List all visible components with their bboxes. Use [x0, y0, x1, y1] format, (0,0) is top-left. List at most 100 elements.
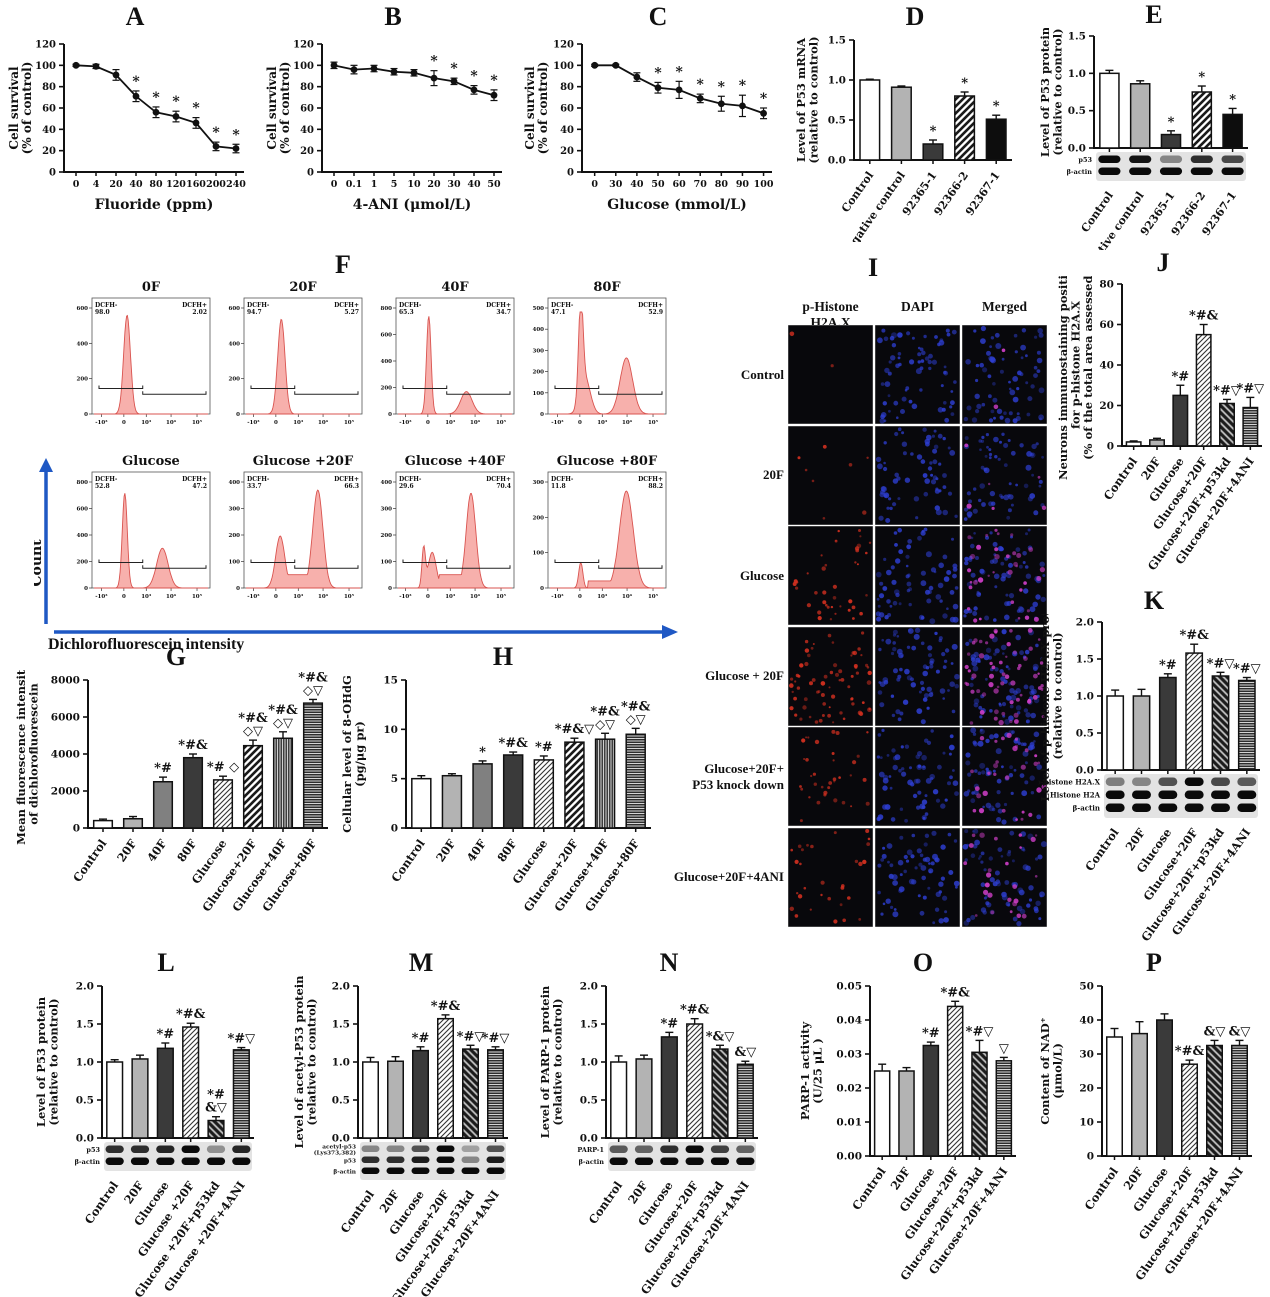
micro-row-label: Glucose	[739, 567, 784, 583]
svg-text:DCFH+: DCFH+	[334, 476, 359, 483]
svg-text:DCFH+: DCFH+	[638, 476, 663, 483]
svg-text:90: 90	[736, 179, 750, 190]
svg-text:Control: Control	[1082, 1164, 1122, 1212]
svg-text:120: 120	[293, 40, 314, 51]
svg-text:10⁵: 10⁵	[648, 593, 659, 600]
micro-row-label: Glucose+20F+ P53 knock down	[692, 760, 784, 792]
svg-text:60: 60	[672, 179, 686, 190]
svg-text:6000: 6000	[51, 712, 80, 724]
svg-text:10⁴: 10⁴	[470, 419, 481, 426]
svg-text:-10³: -10³	[247, 593, 260, 600]
svg-text:2.0: 2.0	[1076, 617, 1094, 629]
svg-text:2.0: 2.0	[580, 981, 598, 993]
svg-text:*: *	[718, 79, 726, 95]
svg-text:*: *	[172, 94, 180, 110]
svg-text:1: 1	[371, 179, 378, 190]
svg-text:100: 100	[293, 61, 314, 72]
panel-d-chart: 0.0 0.5 1.0 1.5 Level of P53 mRNA(relative t…	[794, 35, 1012, 242]
svg-text:(% of control): (% of control)	[20, 62, 34, 155]
svg-text:0: 0	[1107, 441, 1114, 453]
svg-text:*: *	[479, 745, 486, 760]
svg-text:0: 0	[540, 412, 544, 418]
svg-text:DCFH-: DCFH-	[551, 476, 574, 483]
svg-text:40: 40	[300, 125, 314, 136]
svg-text:400: 400	[229, 480, 241, 486]
svg-text:80: 80	[300, 82, 314, 93]
svg-text:5: 5	[391, 179, 398, 190]
svg-text:1.5: 1.5	[1068, 31, 1086, 43]
svg-text:-10³: -10³	[399, 419, 412, 426]
svg-text:120: 120	[553, 40, 574, 51]
svg-text:200: 200	[381, 533, 393, 539]
svg-text:0: 0	[540, 586, 544, 592]
svg-text:100: 100	[229, 560, 241, 566]
svg-text:80: 80	[149, 179, 163, 190]
svg-text:-10³: -10³	[247, 419, 260, 426]
svg-text:DCFH+: DCFH+	[182, 302, 207, 309]
flow-plot-glucose-20f: Glucose +20F 0 100 200 300 400 -10³ 0 10³ 10⁴ 10⁵ D…	[229, 454, 363, 600]
svg-text:0.5: 0.5	[332, 1095, 350, 1107]
svg-text:60: 60	[300, 104, 314, 115]
svg-text:10³: 10³	[293, 593, 304, 600]
panel-i-microscopy: I p-Histone H2A.X DAPI Merged Control 20F Gl…	[674, 253, 1058, 938]
panel-d: D 0.0 0.5 1.0 1.5 Level of P53 mRNA (relative…	[794, 2, 1036, 242]
svg-text:*: *	[470, 69, 478, 85]
panel-m: M 0.0 0.5 1.0 1.5 2.0 Level of acetyl-P53 pro…	[292, 948, 550, 1297]
panel-n: N 0.0 0.5 1.0 1.5 2.0 Level of PARP-1 protein…	[538, 948, 800, 1297]
svg-text:(relative to control): (relative to control)	[807, 36, 821, 163]
svg-text:(U/25 μL ): (U/25 μL )	[811, 1038, 825, 1104]
svg-text:*#&: *#&	[680, 1003, 710, 1018]
svg-text:*#▽: *#▽	[227, 1032, 255, 1047]
panel-o-chart: 0.00 0.01 0.02 0.03 0.04 0.05 PARP-1 activity(…	[798, 981, 1016, 1283]
svg-text:0: 0	[84, 586, 88, 592]
flow-plot-20f: 20F 0 200 400 600 -10³ 0 10³ 10⁴ 10⁵ DCFH-94.7 DCFH…	[229, 280, 363, 426]
svg-text:Level of p-histone H2A.X prote: Level of p-histone H2A.X protein	[1038, 614, 1052, 801]
svg-text:◇▽: ◇▽	[595, 717, 615, 732]
svg-text:0.02: 0.02	[836, 1083, 862, 1095]
svg-text:◇▽: ◇▽	[243, 724, 263, 739]
svg-text:Control: Control	[82, 1178, 122, 1226]
svg-text:34.7: 34.7	[496, 309, 511, 316]
svg-text:2.0: 2.0	[332, 981, 350, 993]
svg-text:1.0: 1.0	[332, 1057, 350, 1069]
svg-text:40F: 40F	[464, 836, 490, 865]
svg-text:0: 0	[122, 420, 126, 426]
panel-h: H 0 5 10 15 Cellular level of 8-OHdG (pg/μg p…	[340, 642, 666, 930]
svg-text:10⁴: 10⁴	[470, 593, 481, 600]
svg-text:5.27: 5.27	[344, 309, 359, 316]
svg-text:0: 0	[391, 823, 398, 835]
svg-text:94.7: 94.7	[247, 309, 262, 316]
svg-text:(% of control): (% of control)	[536, 62, 550, 155]
svg-text:(relative to control): (relative to control)	[551, 998, 565, 1125]
svg-text:Level of P53 protein: Level of P53 protein	[34, 996, 48, 1127]
svg-text:200: 200	[533, 370, 545, 376]
svg-text:400: 400	[381, 480, 393, 486]
svg-text:20: 20	[427, 179, 441, 190]
svg-text:29.6: 29.6	[399, 483, 414, 490]
svg-text:*: *	[654, 65, 662, 81]
svg-text:120: 120	[35, 40, 56, 51]
svg-text:*&▽: *&▽	[706, 1029, 735, 1044]
svg-text:*#: *#	[412, 1031, 430, 1046]
svg-text:β-actin: β-actin	[579, 1158, 605, 1166]
micro-image-r2-c2	[875, 425, 960, 525]
micro-image-r5-c3	[962, 727, 1047, 826]
panel-c-chart: 0 20 40 60 80 100 120 Cell survival (% of contro…	[523, 40, 774, 214]
svg-text:(% of the total area assessed): (% of the total area assessed)	[1081, 276, 1095, 460]
svg-text:10⁵: 10⁵	[648, 419, 659, 426]
svg-text:*#▽: *#▽	[1207, 656, 1235, 671]
panel-e: E 0.0 0.5 1.0 1.5 Level of P53 protein (relat…	[1038, 0, 1270, 250]
panel-k-chart: 0.0 0.5 1.0 1.5 2.0 Level of p-histone H2A.X …	[1038, 614, 1261, 941]
svg-text:20F: 20F	[1123, 825, 1149, 854]
svg-text:0: 0	[331, 179, 338, 190]
svg-text:20F: 20F	[114, 836, 140, 865]
svg-text:0: 0	[426, 420, 430, 426]
svg-text:5: 5	[391, 773, 398, 785]
svg-text:52.8: 52.8	[95, 483, 110, 490]
svg-text:Fluoride (ppm): Fluoride (ppm)	[95, 197, 214, 213]
svg-text:(μmol/L): (μmol/L)	[1051, 1043, 1065, 1099]
svg-text:1.5: 1.5	[332, 1019, 350, 1031]
micro-image-r3-c1	[788, 526, 873, 625]
svg-text:400: 400	[533, 327, 545, 333]
